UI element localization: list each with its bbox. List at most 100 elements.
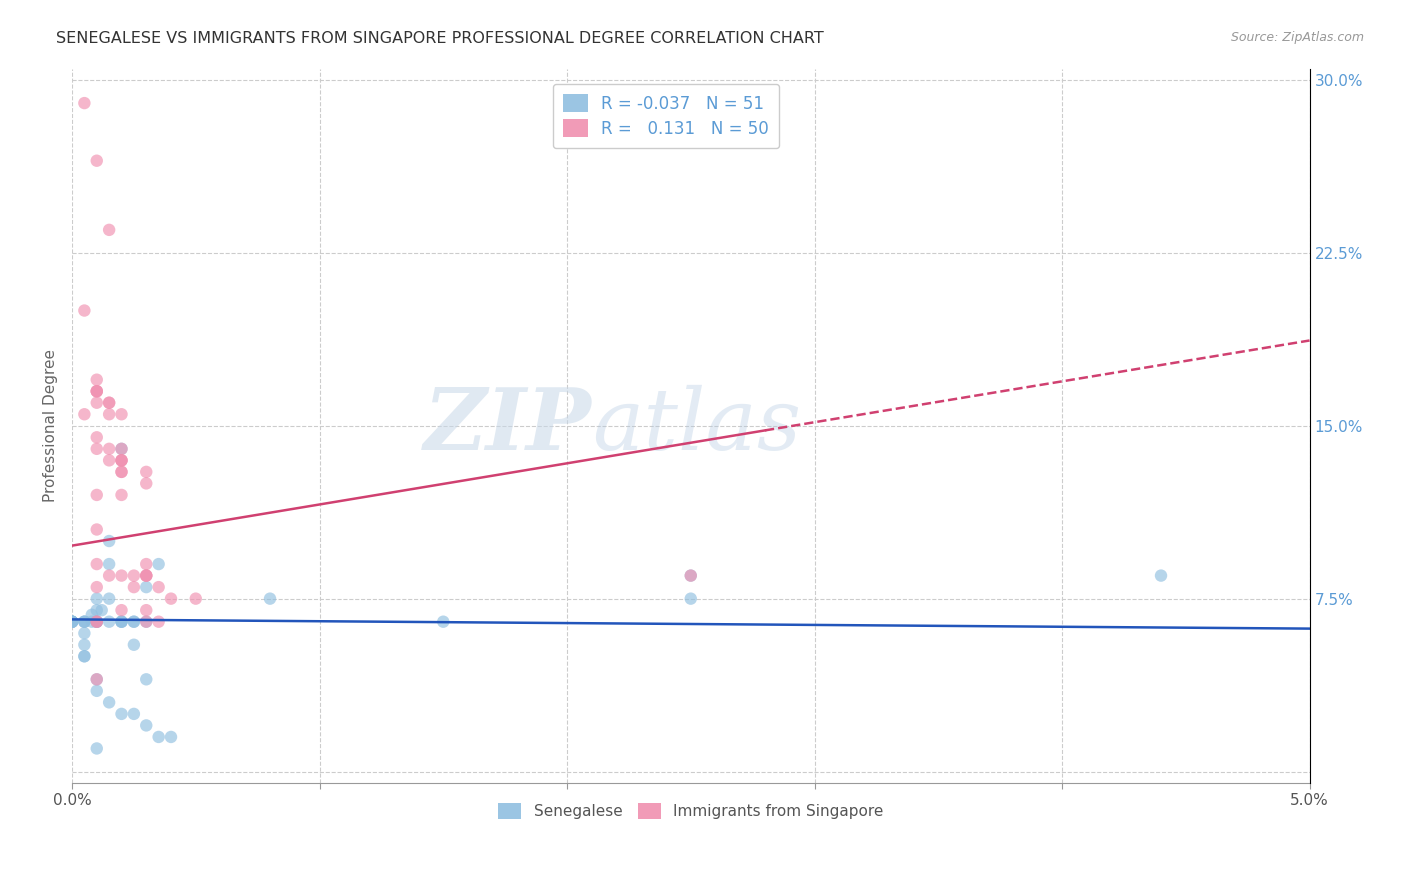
Point [98,591,121,606]
Legend: Senegalese, Immigrants from Singapore: Senegalese, Immigrants from Singapore [492,797,889,825]
Point [135,718,157,732]
Point [60,615,83,629]
Point [73,615,96,629]
Point [160,591,183,606]
Point [135,580,157,594]
Point [110,453,132,467]
Point [86,603,108,617]
Point [160,730,183,744]
Text: Source: ZipAtlas.com: Source: ZipAtlas.com [1230,31,1364,45]
Point [86,373,108,387]
Point [86,384,108,399]
Point [86,683,108,698]
Point [86,673,108,687]
Point [86,442,108,456]
Point [110,615,132,629]
Point [86,488,108,502]
Point [90,603,112,617]
Point [110,706,132,721]
Point [86,615,108,629]
Point [86,384,108,399]
Point [135,557,157,571]
Point [73,649,96,664]
Point [122,615,145,629]
Point [60,615,83,629]
Point [86,557,108,571]
Point [110,568,132,582]
Point [122,568,145,582]
Point [110,615,132,629]
Point [135,465,157,479]
Point [135,615,157,629]
Point [110,407,132,421]
Y-axis label: Professional Degree: Professional Degree [44,350,58,502]
Text: ZIP: ZIP [423,384,592,467]
Point [73,615,96,629]
Point [98,453,121,467]
Point [135,568,157,582]
Point [110,615,132,629]
Point [73,96,96,111]
Point [73,626,96,640]
Point [110,442,132,456]
Point [98,568,121,582]
Point [86,615,108,629]
Point [98,442,121,456]
Point [110,488,132,502]
Point [1150,568,1173,582]
Point [148,615,170,629]
Point [110,442,132,456]
Point [86,673,108,687]
Point [73,615,96,629]
Point [110,603,132,617]
Point [135,603,157,617]
Point [98,395,121,409]
Point [80,615,103,629]
Point [148,580,170,594]
Point [135,476,157,491]
Point [135,568,157,582]
Point [259,591,281,606]
Point [122,638,145,652]
Point [86,741,108,756]
Point [122,580,145,594]
Point [86,615,108,629]
Point [60,615,83,629]
Point [86,523,108,537]
Point [679,568,702,582]
Point [98,695,121,709]
Point [679,591,702,606]
Point [679,568,702,582]
Point [98,534,121,549]
Point [135,673,157,687]
Point [73,407,96,421]
Point [86,591,108,606]
Point [86,384,108,399]
Point [98,407,121,421]
Point [110,465,132,479]
Point [184,591,207,606]
Text: atlas: atlas [592,384,801,467]
Point [110,465,132,479]
Point [135,615,157,629]
Point [73,303,96,318]
Text: SENEGALESE VS IMMIGRANTS FROM SINGAPORE PROFESSIONAL DEGREE CORRELATION CHART: SENEGALESE VS IMMIGRANTS FROM SINGAPORE … [56,31,824,46]
Point [86,580,108,594]
Point [122,615,145,629]
Point [80,607,103,622]
Point [148,730,170,744]
Point [60,615,83,629]
Point [73,638,96,652]
Point [98,395,121,409]
Point [110,453,132,467]
Point [98,615,121,629]
Point [135,568,157,582]
Point [73,649,96,664]
Point [432,615,454,629]
Point [60,615,83,629]
Point [60,615,83,629]
Point [98,557,121,571]
Point [60,615,83,629]
Point [148,557,170,571]
Point [86,153,108,168]
